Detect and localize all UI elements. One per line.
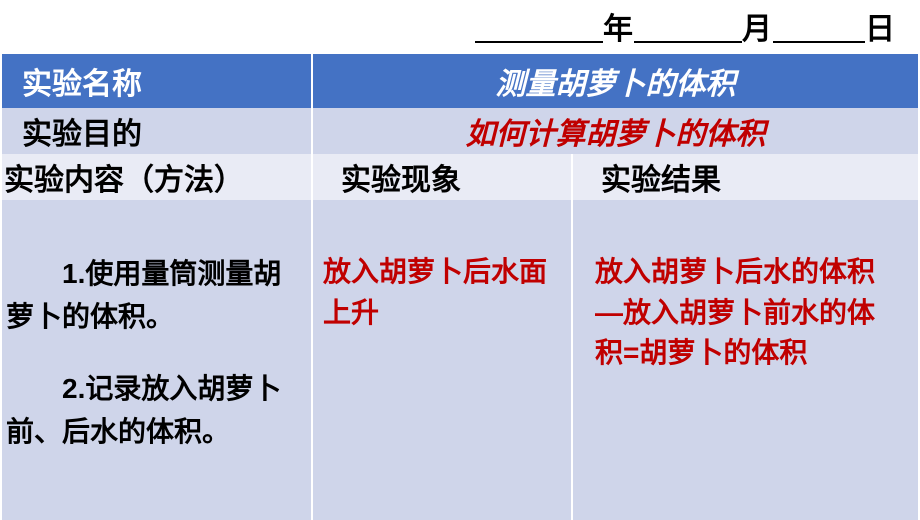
col-label-phenomenon: 实验现象: [312, 154, 572, 200]
method-step-1: 1.使用量筒测量胡萝卜的体积。: [6, 252, 303, 339]
day-label: 日: [865, 13, 896, 46]
date-line: 年月日: [0, 0, 920, 54]
col-label-result: 实验结果: [572, 154, 918, 200]
header-name-label: 实验名称: [2, 54, 312, 108]
month-label: 月: [742, 13, 773, 46]
blank-day: [773, 37, 865, 43]
body-phenomenon: 放入胡萝卜后水面上升: [312, 200, 572, 520]
row-column-labels: 实验内容（方法） 实验现象 实验结果: [2, 154, 918, 200]
blank-year: [475, 37, 603, 43]
row-header: 实验名称 测量胡萝卜的体积: [2, 54, 918, 108]
row-purpose: 实验目的 如何计算胡萝卜的体积: [2, 108, 918, 154]
purpose-label: 实验目的: [2, 108, 312, 154]
body-method: 1.使用量筒测量胡萝卜的体积。 2.记录放入胡萝卜前、后水的体积。: [2, 200, 312, 520]
header-title: 测量胡萝卜的体积: [312, 54, 918, 108]
experiment-table: 实验名称 测量胡萝卜的体积 实验目的 如何计算胡萝卜的体积 实验内容（方法） 实…: [2, 54, 918, 520]
blank-month: [634, 37, 742, 43]
row-body: 1.使用量筒测量胡萝卜的体积。 2.记录放入胡萝卜前、后水的体积。 放入胡萝卜后…: [2, 200, 918, 520]
purpose-value: 如何计算胡萝卜的体积: [312, 108, 918, 154]
col-label-method: 实验内容（方法）: [2, 154, 312, 200]
method-step-2: 2.记录放入胡萝卜前、后水的体积。: [6, 367, 303, 454]
year-label: 年: [603, 13, 634, 46]
body-result: 放入胡萝卜后水的体积—放入胡萝卜前水的体积=胡萝卜的体积: [572, 200, 918, 520]
